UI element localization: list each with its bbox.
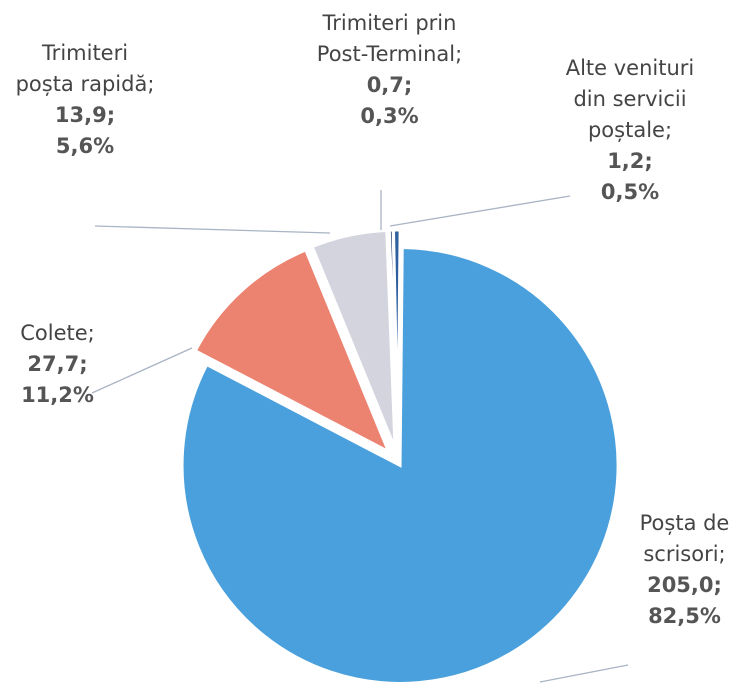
slice-value: 13,9; — [54, 103, 116, 127]
pie-slice — [193, 248, 392, 455]
slice-label: Trimiteri poșta rapidă; 13,9; 5,6% — [15, 38, 155, 162]
slice-percent: 11,2% — [21, 383, 94, 407]
leader-line — [389, 195, 571, 227]
slice-name: Poșta de scrisori; — [639, 511, 730, 566]
slice-percent: 82,5% — [648, 604, 721, 628]
pie-slice — [387, 228, 400, 449]
slice-value: 205,0; — [647, 573, 722, 597]
slice-value: 27,7; — [27, 352, 88, 376]
slice-value: 0,7; — [366, 73, 413, 97]
slice-label: Poșta de scrisori; 205,0; 82,5% — [622, 508, 747, 632]
leader-line — [94, 225, 331, 234]
slice-label: Trimiteri prin Post-Terminal; 0,7; 0,3% — [312, 8, 467, 132]
slice-value: 1,2; — [607, 149, 653, 173]
slice-name: Trimiteri prin Post-Terminal; — [316, 11, 463, 66]
slice-name: Alte venituri din servicii poștale; — [565, 56, 695, 142]
slice-name: Colete; — [20, 321, 95, 345]
pie-slice — [310, 228, 397, 449]
slice-name: Trimiteri poșta rapidă; — [15, 41, 155, 96]
slice-percent: 0,5% — [600, 180, 660, 204]
leader-line — [539, 664, 629, 683]
slice-label: Alte venituri din servicii poștale; 1,2; 0… — [555, 53, 705, 208]
pie-slice — [180, 245, 620, 684]
leader-line — [91, 347, 193, 394]
slice-percent: 0,3% — [360, 104, 419, 128]
slice-percent: 5,6% — [55, 134, 115, 158]
slice-label: Colete; 27,7; 11,2% — [0, 318, 115, 411]
